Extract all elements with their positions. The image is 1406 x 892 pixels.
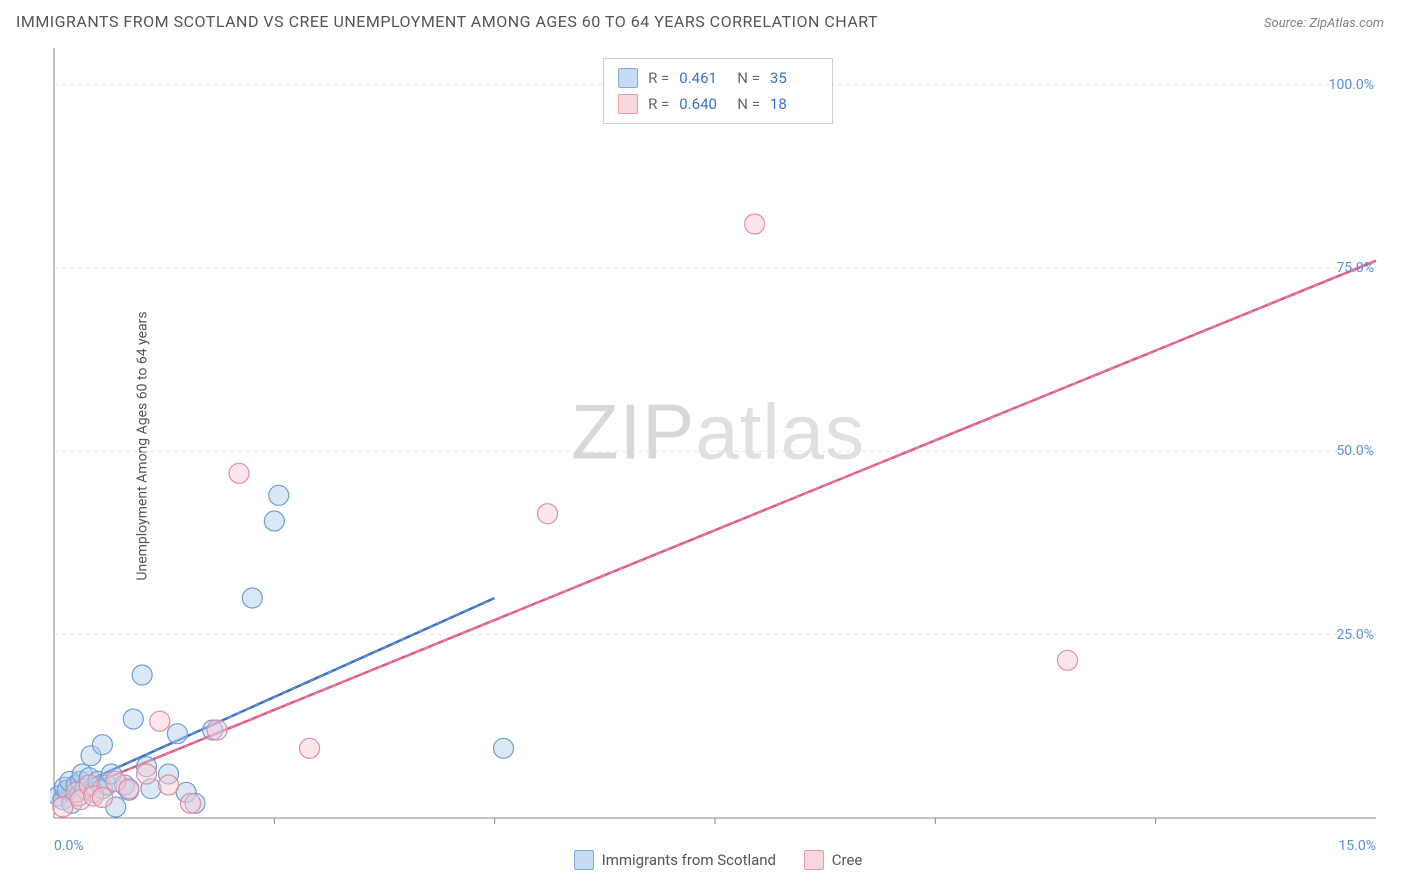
legend-item-blue: Immigrants from Scotland [574, 850, 776, 870]
swatch-blue-icon [574, 850, 594, 870]
bottom-legend: Immigrants from Scotland Cree [50, 850, 1386, 874]
stats-legend-box: R = 0.461 N = 35 R = 0.640 N = 18 [603, 58, 833, 124]
stats-row-blue: R = 0.461 N = 35 [618, 65, 818, 91]
y-tick-label: 25.0% [1336, 627, 1374, 643]
r-value-blue: 0.461 [679, 65, 727, 91]
stats-row-pink: R = 0.640 N = 18 [618, 91, 818, 117]
n-value-pink: 18 [770, 91, 818, 117]
r-label: R = [648, 65, 669, 91]
chart-title: IMMIGRANTS FROM SCOTLAND VS CREE UNEMPLO… [16, 12, 878, 31]
r-label: R = [648, 91, 669, 117]
r-value-pink: 0.640 [679, 91, 727, 117]
swatch-pink-icon [804, 850, 824, 870]
legend-item-pink: Cree [804, 850, 863, 870]
legend-label-pink: Cree [832, 851, 863, 869]
swatch-pink-icon [618, 94, 638, 114]
source-attribution: Source: ZipAtlas.com [1264, 16, 1384, 31]
swatch-blue-icon [618, 68, 638, 88]
n-label: N = [737, 91, 760, 117]
n-value-blue: 35 [770, 65, 818, 91]
y-tick-label: 75.0% [1336, 260, 1374, 276]
legend-label-blue: Immigrants from Scotland [602, 851, 776, 869]
plot-area: ZIPatlas R = 0.461 N = 35 R = 0.640 N = … [50, 48, 1386, 848]
y-tick-label: 50.0% [1336, 443, 1374, 459]
scatter-svg [50, 48, 1386, 848]
n-label: N = [737, 65, 760, 91]
y-tick-label: 100.0% [1329, 77, 1374, 93]
